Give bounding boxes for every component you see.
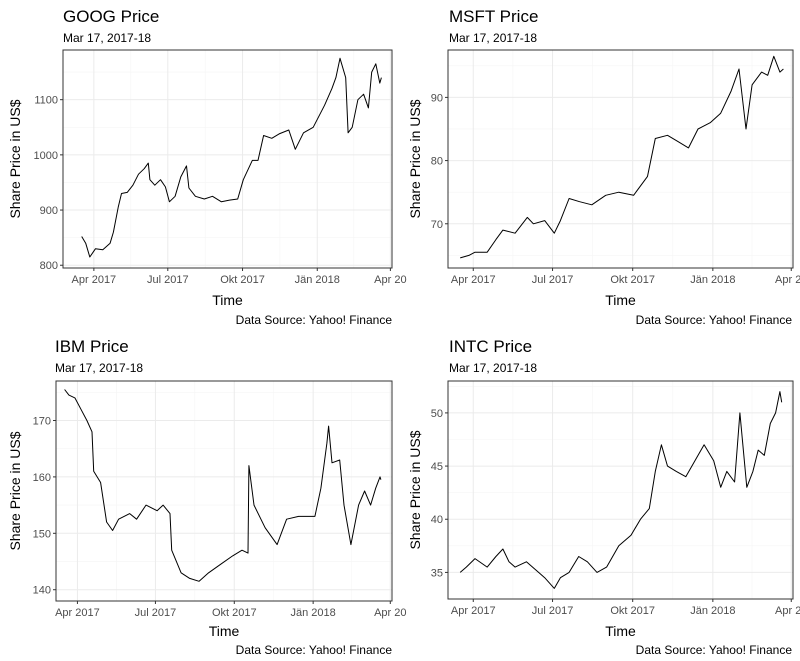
panel-background bbox=[448, 381, 793, 599]
y-axis-title: Share Price in US$ bbox=[7, 99, 23, 218]
y-tick-label: 80 bbox=[431, 156, 443, 168]
panel-background bbox=[56, 381, 392, 601]
chart-subtitle: Mar 17, 2017-18 bbox=[449, 361, 537, 375]
y-tick-label: 35 bbox=[431, 567, 443, 579]
price-series-line bbox=[64, 389, 382, 582]
chart-panel-3: 140 150 160 170 Apr 2017 Jul 2017 Okt 2017 Jän … bbox=[7, 337, 406, 657]
x-axis-title: Time bbox=[605, 623, 636, 639]
x-tick-label: Okt 2017 bbox=[220, 274, 265, 286]
y-tick-label: 140 bbox=[33, 585, 51, 597]
y-tick-label: 1100 bbox=[34, 95, 58, 107]
x-tick-label: Apr 2017 bbox=[451, 274, 496, 286]
chart-title: MSFT Price bbox=[449, 7, 538, 26]
y-tick-label: 170 bbox=[33, 415, 51, 427]
chart-title: IBM Price bbox=[55, 337, 129, 356]
x-tick-label: Jän 2018 bbox=[690, 274, 735, 286]
chart-subtitle: Mar 17, 2017-18 bbox=[449, 31, 537, 45]
chart-caption: Data Source: Yahoo! Finance bbox=[236, 643, 393, 657]
x-tick-label: Okt 2017 bbox=[212, 607, 257, 619]
x-tick-label: Apr 20 bbox=[775, 274, 800, 286]
y-tick-label: 50 bbox=[431, 408, 443, 420]
panel-background bbox=[63, 50, 392, 268]
chart-title: GOOG Price bbox=[63, 7, 159, 26]
x-axis-title: Time bbox=[212, 292, 243, 308]
y-tick-label: 160 bbox=[33, 472, 51, 484]
chart-caption: Data Source: Yahoo! Finance bbox=[236, 313, 393, 327]
panel-border bbox=[55, 380, 393, 602]
y-tick-label: 40 bbox=[431, 514, 443, 526]
x-tick-label: Okt 2017 bbox=[610, 605, 655, 617]
price-series-line bbox=[459, 391, 783, 589]
x-tick-label: Apr 20 bbox=[374, 607, 406, 619]
x-tick-label: Apr 2017 bbox=[451, 605, 496, 617]
x-tick-label: Jul 2017 bbox=[532, 605, 574, 617]
x-tick-label: Jän 2018 bbox=[291, 607, 336, 619]
y-axis-title: Share Price in US$ bbox=[407, 99, 423, 218]
x-tick-label: Apr 20 bbox=[775, 605, 800, 617]
x-tick-label: Apr 20 bbox=[374, 274, 406, 286]
chart-panel-4: 35 40 45 50 Apr 2017 Jul 2017 Okt 2017 Jän 2018… bbox=[407, 337, 800, 657]
panel-border bbox=[447, 49, 794, 269]
y-tick-label: 1000 bbox=[34, 150, 58, 162]
x-tick-label: Okt 2017 bbox=[610, 274, 655, 286]
y-tick-label: 45 bbox=[431, 461, 443, 473]
x-tick-label: Apr 2017 bbox=[55, 607, 100, 619]
x-tick-label: Jän 2018 bbox=[295, 274, 340, 286]
chart-panel-1: 800 900 1000 1100 Apr 2017 Jul 2017 Okt 2017 Jä… bbox=[7, 7, 407, 327]
y-tick-label: 150 bbox=[33, 528, 51, 540]
chart-subtitle: Mar 17, 2017-18 bbox=[63, 31, 151, 45]
x-axis-title: Time bbox=[605, 292, 636, 308]
price-series-line bbox=[81, 57, 382, 258]
panel-background bbox=[448, 50, 793, 268]
panel-border bbox=[62, 49, 393, 269]
x-tick-label: Apr 2017 bbox=[72, 274, 117, 286]
y-tick-label: 900 bbox=[40, 205, 58, 217]
y-tick-label: 70 bbox=[431, 219, 443, 231]
price-series-line bbox=[460, 55, 784, 259]
x-axis-title: Time bbox=[209, 623, 240, 639]
chart-subtitle: Mar 17, 2017-18 bbox=[55, 361, 143, 375]
x-tick-label: Jul 2017 bbox=[147, 274, 189, 286]
chart-title: INTC Price bbox=[449, 337, 532, 356]
panel-border bbox=[447, 380, 794, 600]
chart-panel-2: 70 80 90 Apr 2017 Jul 2017 Okt 2017 Jän 2018 Ap… bbox=[407, 7, 800, 327]
y-axis-title: Share Price in US$ bbox=[407, 430, 423, 549]
y-tick-label: 90 bbox=[431, 92, 443, 104]
chart-caption: Data Source: Yahoo! Finance bbox=[636, 313, 793, 327]
y-axis-title: Share Price in US$ bbox=[7, 431, 23, 550]
x-tick-label: Jul 2017 bbox=[532, 274, 574, 286]
chart-caption: Data Source: Yahoo! Finance bbox=[636, 643, 793, 657]
y-tick-label: 800 bbox=[40, 260, 58, 272]
x-tick-label: Jul 2017 bbox=[135, 607, 177, 619]
x-tick-label: Jän 2018 bbox=[690, 605, 735, 617]
